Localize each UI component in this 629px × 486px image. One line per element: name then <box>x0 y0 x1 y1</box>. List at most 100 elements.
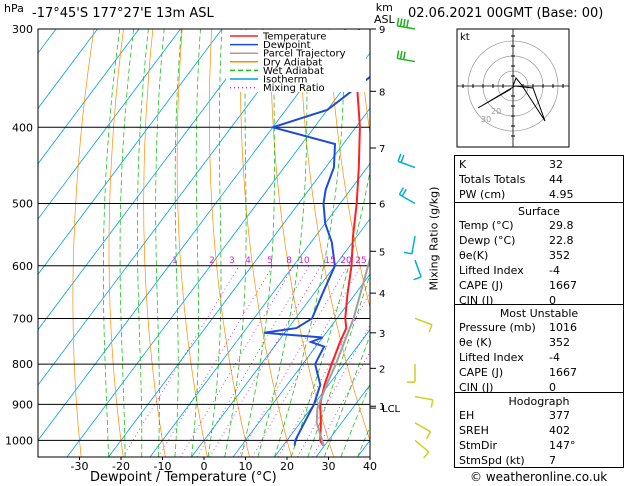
x-tick-label: -30 <box>71 460 89 473</box>
hodograph-row: EH 377 <box>459 409 619 424</box>
dry-adiabat-line <box>108 29 124 457</box>
x-tick-label: 0 <box>201 460 208 473</box>
mixing-ratio-line <box>277 292 370 457</box>
hodograph-key: StmDir <box>459 439 498 452</box>
surface-row: Lifted Index -4 <box>459 264 619 279</box>
series-temperature <box>319 29 361 447</box>
mixing-ratio-value-label: 8 <box>286 256 292 266</box>
isotherm-line <box>38 29 98 109</box>
wind-barb-flag <box>400 154 405 163</box>
mixing-ratio-value-label: 20 <box>340 256 352 266</box>
wind-barb-flag <box>397 153 402 162</box>
mixing-ratio-value-label: 4 <box>245 256 251 266</box>
x-tick-label: -10 <box>154 460 172 473</box>
dry-adiabat-line <box>299 29 370 442</box>
wet-adiabat-line <box>102 29 121 457</box>
index-row: Totals Totals 44 <box>459 173 619 188</box>
wet-adiabat-line <box>323 334 370 457</box>
hodograph-table-panel: Hodograph EH 377 SREH 402 StmDir 147° StmSpd (… <box>454 392 624 468</box>
height-tick-label: 9 <box>379 25 385 36</box>
mixing-ratio-value-label: 25 <box>355 256 366 266</box>
wind-barb-flag <box>399 18 403 27</box>
wind-barb-flag <box>398 187 405 195</box>
index-row: K 32 <box>459 158 619 173</box>
mixing-ratio-value-label: 15 <box>324 256 335 266</box>
height-tick-label: 5 <box>379 247 385 258</box>
dry-adiabat-line <box>209 29 250 457</box>
wet-adiabat-line <box>307 272 370 457</box>
surface-key: Lifted Index <box>459 264 524 277</box>
dry-adiabat-line <box>328 29 370 309</box>
surface-title: Surface <box>518 205 560 218</box>
hodograph-value: 402 <box>549 424 570 437</box>
wind-barb-flag <box>396 50 400 59</box>
x-tick-label: 20 <box>280 460 294 473</box>
mixing-ratio-value-label: 2 <box>209 256 215 266</box>
most-unstable-key: CIN (J) <box>459 381 494 394</box>
pressure-unit-label: hPa <box>4 2 24 15</box>
most-unstable-key: θe (K) <box>459 336 492 349</box>
mixing-ratio-line <box>122 265 240 457</box>
wet-adiabat-line <box>155 29 165 457</box>
wet-adiabat-line <box>207 29 223 457</box>
wind-barb-flag <box>402 18 406 28</box>
wind-barb-flag <box>430 399 434 408</box>
most-unstable-row: Pressure (mb) 1016 <box>459 321 619 336</box>
surface-value: 22.8 <box>549 234 574 247</box>
hodograph-table-title: Hodograph <box>508 395 570 408</box>
surface-value: 0 <box>549 294 556 307</box>
dry-adiabat-line <box>358 29 370 137</box>
index-value: 4.95 <box>549 188 574 201</box>
hodograph-ring-label: 20 <box>491 107 501 116</box>
wet-adiabat-line <box>191 29 201 457</box>
wet-adiabat-line <box>274 29 345 457</box>
mixing-ratio-axis-label: Mixing Ratio (g/kg) <box>427 186 441 291</box>
height-unit-label: km ASL <box>374 2 395 26</box>
mixing-ratio-line <box>196 265 310 457</box>
wind-barb-staff <box>414 422 431 433</box>
date-title: 02.06.2021 00GMT (Base: 00) <box>408 6 604 21</box>
legend-entry: Isotherm <box>263 75 307 86</box>
most-unstable-row: Lifted Index -4 <box>459 351 619 366</box>
hodograph-ring-label: 30 <box>481 115 491 124</box>
mixing-ratio-line <box>158 265 274 457</box>
surface-key: CAPE (J) <box>459 279 504 292</box>
wind-barb-staff <box>414 259 422 278</box>
hodograph-value: 147° <box>549 439 576 452</box>
y-tick-label: 700 <box>12 312 33 325</box>
isotherm-line <box>108 107 370 457</box>
wet-adiabat-line <box>257 29 308 457</box>
y-tick-label: 300 <box>12 23 33 36</box>
hodograph-row: StmDir 147° <box>459 439 619 454</box>
legend-entry: Mixing Ratio <box>263 83 325 94</box>
wind-barb-staff <box>414 317 433 326</box>
surface-panel: Surface Temp (°C) 29.8 Dewp (°C) 22.8 θe(K) 3… <box>454 202 624 307</box>
plot-area <box>38 29 629 457</box>
wind-barb-staff <box>414 395 433 401</box>
hodograph-row: StmSpd (kt) 7 <box>459 454 619 469</box>
surface-value: 352 <box>549 249 570 262</box>
most-unstable-title: Most Unstable <box>499 307 579 320</box>
index-key: K <box>459 158 467 171</box>
most-unstable-value: 1667 <box>549 366 577 379</box>
height-tick-label: 8 <box>379 87 385 98</box>
wind-barb-staff <box>397 160 416 169</box>
most-unstable-row: CAPE (J) 1667 <box>459 366 619 381</box>
surface-value: 29.8 <box>549 219 574 232</box>
wet-adiabat-line <box>137 29 149 457</box>
hodograph-key: EH <box>459 409 475 422</box>
dry-adiabat-line <box>623 29 629 457</box>
isotherm-line <box>274 328 370 457</box>
mixing-ratio-line <box>312 350 370 457</box>
hodograph-value: 7 <box>549 454 556 467</box>
isotherm-line <box>38 29 181 220</box>
most-unstable-value: -4 <box>549 351 560 364</box>
mixing-ratio-value-label: 5 <box>267 256 273 266</box>
y-tick-label: 400 <box>12 121 33 134</box>
x-axis-label: Dewpoint / Temperature (°C) <box>90 470 277 485</box>
mixing-ratio-line <box>180 265 294 457</box>
legend-entry: Wet Adiabat <box>263 66 324 77</box>
wind-barb-flag <box>425 431 432 440</box>
y-tick-label: 900 <box>12 398 33 411</box>
